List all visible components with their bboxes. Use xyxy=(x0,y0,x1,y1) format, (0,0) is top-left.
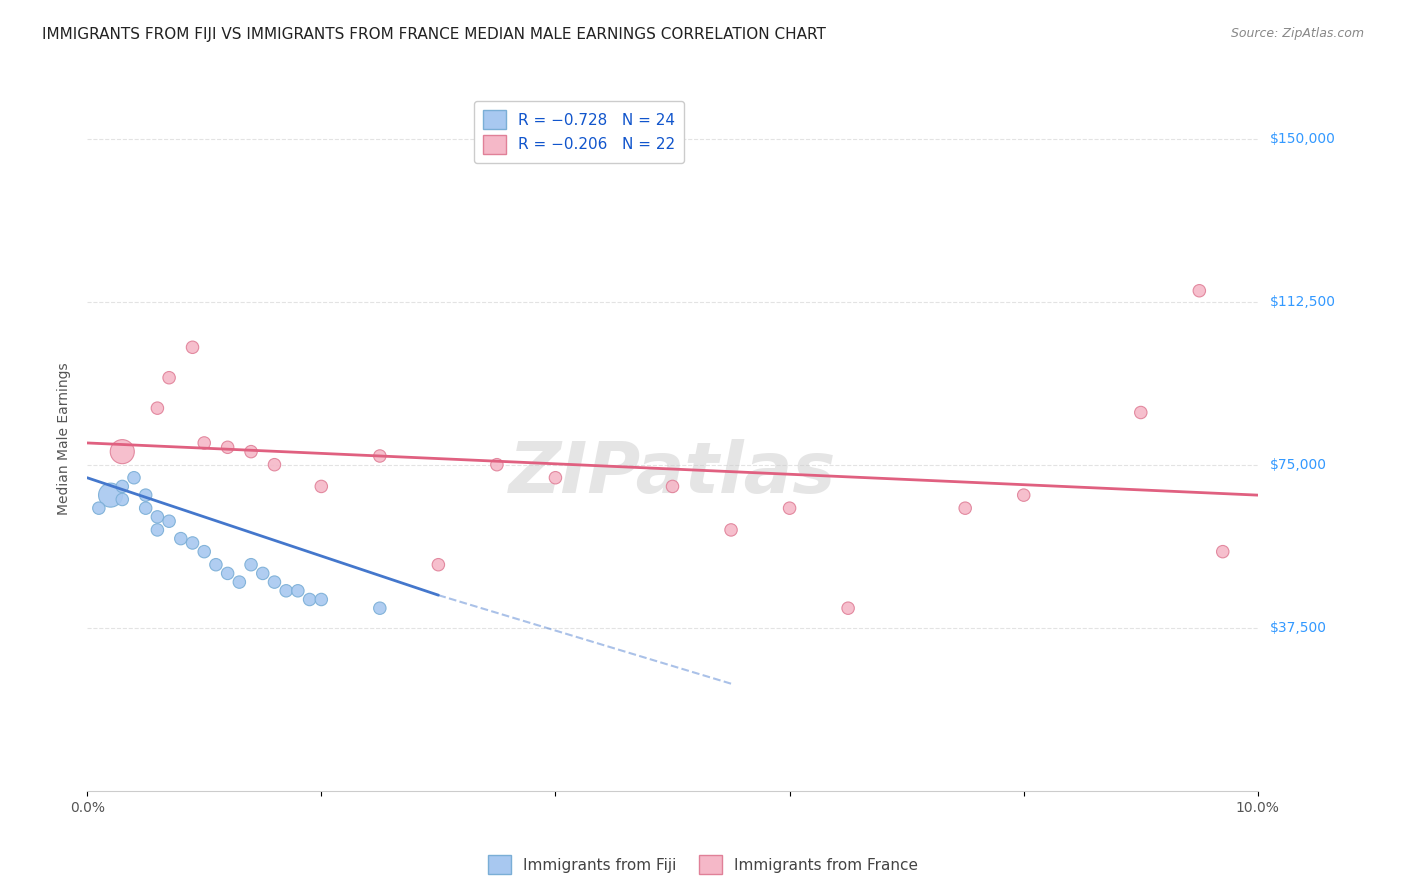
Point xyxy=(311,479,333,493)
Point xyxy=(181,340,204,354)
Point xyxy=(135,501,157,516)
Point xyxy=(1212,544,1234,558)
Point xyxy=(287,583,309,598)
Point xyxy=(193,544,215,558)
Legend: Immigrants from Fiji, Immigrants from France: Immigrants from Fiji, Immigrants from Fr… xyxy=(482,849,924,880)
Text: $150,000: $150,000 xyxy=(1270,131,1336,145)
Point xyxy=(111,479,134,493)
Y-axis label: Median Male Earnings: Median Male Earnings xyxy=(58,362,72,515)
Text: $37,500: $37,500 xyxy=(1270,621,1327,635)
Point xyxy=(205,558,228,572)
Point xyxy=(368,449,391,463)
Point xyxy=(1188,284,1211,298)
Point xyxy=(240,558,263,572)
Point xyxy=(217,566,239,581)
Point xyxy=(111,492,134,507)
Point xyxy=(252,566,274,581)
Point xyxy=(263,458,285,472)
Text: Source: ZipAtlas.com: Source: ZipAtlas.com xyxy=(1230,27,1364,40)
Text: $112,500: $112,500 xyxy=(1270,294,1336,309)
Point xyxy=(1012,488,1035,502)
Point xyxy=(720,523,742,537)
Point xyxy=(368,601,391,615)
Point xyxy=(953,501,976,516)
Point xyxy=(100,488,122,502)
Point xyxy=(111,444,134,458)
Point xyxy=(544,471,567,485)
Point xyxy=(170,532,193,546)
Point xyxy=(122,471,145,485)
Point xyxy=(311,592,333,607)
Point xyxy=(217,440,239,454)
Point xyxy=(146,401,169,416)
Point xyxy=(263,575,285,590)
Point xyxy=(779,501,801,516)
Point xyxy=(661,479,683,493)
Point xyxy=(135,488,157,502)
Text: $75,000: $75,000 xyxy=(1270,458,1327,472)
Point xyxy=(157,514,180,528)
Point xyxy=(240,444,263,458)
Point xyxy=(146,523,169,537)
Point xyxy=(485,458,508,472)
Point xyxy=(181,536,204,550)
Point xyxy=(157,370,180,384)
Text: IMMIGRANTS FROM FIJI VS IMMIGRANTS FROM FRANCE MEDIAN MALE EARNINGS CORRELATION : IMMIGRANTS FROM FIJI VS IMMIGRANTS FROM … xyxy=(42,27,827,42)
Point xyxy=(193,436,215,450)
Point xyxy=(87,501,110,516)
Text: ZIPatlas: ZIPatlas xyxy=(509,440,837,508)
Point xyxy=(1129,405,1152,419)
Point xyxy=(228,575,250,590)
Point xyxy=(427,558,450,572)
Point xyxy=(146,509,169,524)
Point xyxy=(298,592,321,607)
Point xyxy=(837,601,859,615)
Legend: R = −0.728   N = 24, R = −0.206   N = 22: R = −0.728 N = 24, R = −0.206 N = 22 xyxy=(474,101,685,162)
Point xyxy=(276,583,298,598)
